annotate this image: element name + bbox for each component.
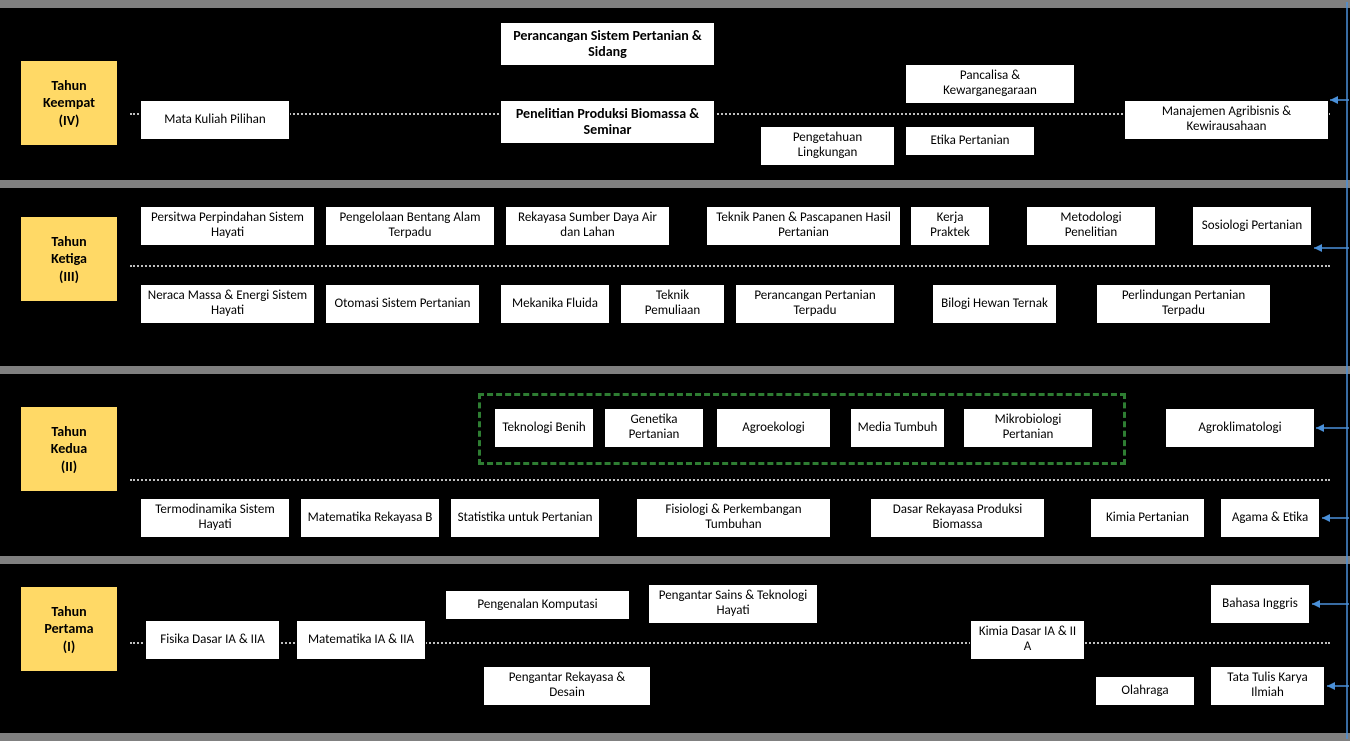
course-box: Teknik Pemuliaan: [620, 284, 725, 324]
course-box: Matematika Rekayasa B: [300, 498, 440, 538]
course-box: Matematika IA & IIA: [296, 620, 426, 660]
course-box: Fisika Dasar IA & IIA: [145, 620, 280, 660]
course-box: Perancangan Pertanian Terpadu: [735, 284, 895, 324]
course-box: Teknik Panen & Pascapanen Hasil Pertania…: [706, 206, 901, 246]
arrow-icon: [1327, 682, 1349, 690]
course-box: Olahraga: [1095, 676, 1195, 706]
dotted-midline: [130, 479, 1330, 481]
separator-bar: [0, 556, 1350, 564]
course-box: Rekayasa Sumber Daya Air dan Lahan: [505, 206, 670, 246]
course-box: Statistika untuk Pertanian: [450, 498, 600, 538]
year-header-i: Tahun Pertama (I): [20, 586, 118, 672]
year-header-line: Kedua: [51, 440, 87, 458]
year-header-line: (II): [61, 458, 77, 476]
course-box: Perancangan Sistem Pertanian & Sidang: [500, 22, 715, 66]
year-header-line: (IV): [59, 112, 80, 130]
year-header-iv: Tahun Keempat (IV): [20, 60, 118, 146]
year-header-line: Keempat: [43, 94, 95, 112]
course-box: Mekanika Fluida: [500, 284, 610, 324]
course-box: Agroekologi: [716, 408, 831, 448]
course-box: Manajemen Agribisnis & Kewirausahaan: [1124, 100, 1329, 140]
separator-bar: [0, 733, 1350, 741]
course-box: Termodinamika Sistem Hayati: [140, 498, 290, 538]
course-box: Penelitian Produksi Biomassa & Seminar: [500, 100, 715, 144]
arrow-icon: [1312, 600, 1349, 608]
arrow-icon: [1322, 514, 1349, 522]
year-header-line: (III): [59, 268, 79, 286]
course-box: Kerja Praktek: [910, 206, 990, 246]
course-box: Pengelolaan Bentang Alam Terpadu: [325, 206, 495, 246]
year-header-line: Tahun: [51, 77, 86, 95]
year-header-line: Pertama: [44, 620, 93, 638]
course-box: Fisiologi & Perkembangan Tumbuhan: [636, 498, 831, 538]
year-header-iii: Tahun Ketiga (III): [20, 216, 118, 302]
separator-bar: [0, 180, 1350, 188]
arrow-icon: [1316, 424, 1349, 432]
year-header-line: Tahun: [51, 423, 86, 441]
course-box: Kimia Pertanian: [1090, 498, 1205, 538]
arrow-icon: [1314, 244, 1349, 252]
year-header-ii: Tahun Kedua (II): [20, 406, 118, 492]
course-box: Persitwa Perpindahan Sistem Hayati: [140, 206, 315, 246]
course-box: Genetika Pertanian: [604, 408, 704, 448]
course-box: Metodologi Penelitian: [1026, 206, 1156, 246]
course-box: Media Tumbuh: [850, 408, 945, 448]
course-box: Agroklimatologi: [1165, 408, 1315, 448]
course-box: Neraca Massa & Energi Sistem Hayati: [140, 284, 315, 324]
dotted-midline: [130, 265, 1330, 267]
course-box: Teknologi Benih: [494, 408, 594, 448]
course-box: Pengantar Rekayasa & Desain: [483, 666, 651, 706]
course-box: Agama & Etika: [1220, 498, 1320, 538]
course-box: Otomasi Sistem Pertanian: [325, 284, 480, 324]
course-box: Dasar Rekayasa Produksi Biomassa: [870, 498, 1045, 538]
course-box: Bahasa Inggris: [1210, 584, 1310, 624]
year-header-line: Ketiga: [51, 250, 87, 268]
course-box: Pengetahuan Lingkungan: [760, 126, 895, 166]
diagram-stage: Tahun Keempat (IV) Tahun Ketiga (III) Ta…: [0, 0, 1350, 741]
course-box: Kimia Dasar IA & II A: [970, 620, 1085, 660]
course-box: Etika Pertanian: [905, 126, 1035, 156]
course-box: Bilogi Hewan Ternak: [932, 284, 1057, 324]
separator-bar: [0, 0, 1350, 8]
course-box: Perlindungan Pertanian Terpadu: [1096, 284, 1271, 324]
course-box: Tata Tulis Karya Ilmiah: [1210, 666, 1325, 706]
year-header-line: Tahun: [51, 233, 86, 251]
course-box: Pengantar Sains & Teknologi Hayati: [648, 584, 818, 624]
course-box: Pancalisa & Kewarganegaraan: [905, 64, 1075, 104]
separator-bar: [0, 366, 1350, 374]
arrow-icon: [1330, 96, 1349, 104]
course-box: Pengenalan Komputasi: [445, 590, 630, 620]
year-header-line: Tahun: [51, 603, 86, 621]
year-header-line: (I): [63, 638, 75, 656]
course-box: Mata Kuliah Pilihan: [140, 100, 290, 140]
course-box: Sosiologi Pertanian: [1192, 206, 1312, 246]
course-box: Mikrobiologi Pertanian: [963, 408, 1093, 448]
